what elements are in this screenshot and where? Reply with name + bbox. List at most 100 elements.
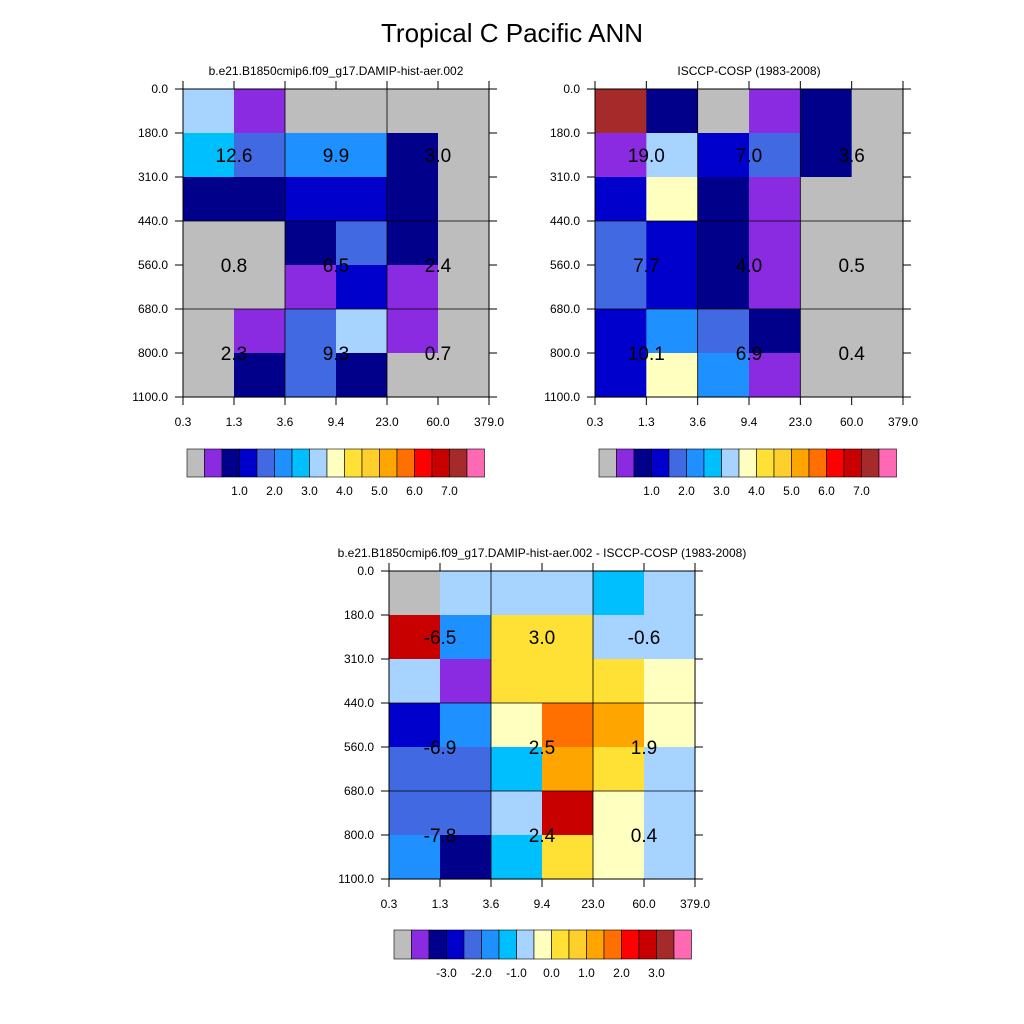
colorbar-swatch: [379, 448, 398, 478]
colorbar-swatch: [808, 448, 827, 478]
heatmap-cell: [851, 221, 904, 266]
box-value-label: 2.3: [221, 344, 247, 365]
heatmap-cell: [336, 177, 388, 222]
y-tick-label: 0.0: [151, 82, 168, 96]
heatmap-cell: [234, 265, 286, 310]
heatmap-cell: [542, 703, 594, 748]
heatmap-cell: [697, 133, 750, 178]
heatmap-cell: [800, 177, 853, 222]
heatmap-cell: [749, 309, 801, 354]
heatmap-cell: [440, 703, 492, 748]
heatmap-cell: [595, 309, 647, 354]
colorbar-swatch: [498, 929, 517, 960]
heatmap-cell: [183, 265, 235, 310]
heatmap-cell: [644, 571, 696, 616]
heatmap-cell: [644, 703, 696, 748]
box-value-label: -6.9: [424, 738, 457, 759]
heatmap-cell: [285, 89, 337, 134]
heatmap-cell: [697, 265, 750, 310]
y-tick-label: 800.0: [344, 828, 374, 842]
colorbar-label: 7.0: [441, 484, 458, 498]
box-value-label: 7.0: [736, 146, 762, 167]
heatmap-cell: [438, 89, 490, 134]
heatmap-cell: [851, 89, 904, 134]
colorbar-label: 5.0: [371, 484, 388, 498]
heatmap-cell: [593, 835, 645, 880]
heatmap-cell: [438, 221, 490, 266]
heatmap-cell: [440, 747, 492, 792]
colorbar-swatch: [239, 448, 258, 478]
colorbar-swatch: [598, 448, 617, 478]
box-value-label: 7.7: [633, 256, 659, 277]
heatmap-cell: [387, 89, 439, 134]
box-value-label: 2.4: [529, 826, 556, 847]
heatmap-cell: [593, 571, 645, 616]
colorbar-swatch: [221, 448, 240, 478]
heatmap-cell: [749, 89, 801, 134]
heatmap-cell: [285, 133, 337, 178]
colorbar-swatch: [291, 448, 310, 478]
x-tick-label: 9.4: [534, 897, 551, 911]
heatmap-cell: [646, 177, 699, 222]
x-tick-label: 379.0: [474, 415, 504, 429]
heatmap-cell: [646, 89, 699, 134]
x-tick-label: 1.3: [638, 415, 655, 429]
colorbar-swatch: [668, 448, 687, 478]
box-value-label: -6.5: [424, 628, 457, 649]
x-tick-label: 0.3: [175, 415, 192, 429]
heatmap-cell: [749, 221, 801, 266]
box-value-label: 2.5: [529, 738, 555, 759]
colorbar-label: 3.0: [648, 966, 665, 980]
colorbar-swatch: [256, 448, 275, 478]
heatmap-cell: [851, 133, 904, 178]
y-tick-label: 800.0: [550, 346, 580, 360]
colorbar-label: 4.0: [748, 484, 765, 498]
colorbar-swatch: [411, 929, 430, 960]
y-tick-label: 1100.0: [544, 390, 580, 404]
y-tick-label: 1100.0: [338, 872, 374, 886]
heatmap-cell: [438, 265, 490, 310]
heatmap-cell: [234, 309, 286, 354]
heatmap-cell: [389, 747, 441, 792]
box-value-label: 0.8: [221, 256, 247, 277]
heatmap-cell: [285, 177, 337, 222]
box-value-label: -7.8: [424, 826, 457, 847]
heatmap-cell: [749, 133, 801, 178]
box-value-label: 19.0: [628, 146, 665, 167]
y-tick-label: 180.0: [344, 608, 374, 622]
heatmap-cell: [800, 89, 853, 134]
heatmap-cell: [542, 571, 594, 616]
y-tick-label: 310.0: [550, 170, 580, 184]
y-tick-label: 680.0: [138, 302, 168, 316]
colorbar-swatch: [586, 929, 605, 960]
colorbar-label: 5.0: [783, 484, 800, 498]
colorbar-swatch: [344, 448, 363, 478]
heatmap-cell: [593, 703, 645, 748]
panel-title: b.e21.B1850cmip6.f09_g17.DAMIP-hist-aer.…: [338, 546, 747, 560]
box-value-label: 6.5: [323, 256, 349, 277]
heatmap-cell: [491, 659, 543, 704]
box-value-label: 3.0: [425, 146, 451, 167]
x-tick-label: 379.0: [680, 897, 710, 911]
colorbar-label: 1.0: [643, 484, 660, 498]
y-tick-label: 680.0: [344, 784, 374, 798]
box-value-label: 2.4: [425, 256, 452, 277]
heatmap-cell: [542, 791, 594, 836]
panel-title: ISCCP-COSP (1983-2008): [677, 64, 820, 78]
x-tick-label: 1.3: [226, 415, 243, 429]
colorbar-swatch: [186, 448, 205, 478]
box-value-label: 9.3: [323, 344, 349, 365]
panel-model: b.e21.B1850cmip6.f09_g17.DAMIP-hist-aer.…: [132, 64, 504, 498]
colorbar-swatch: [463, 929, 482, 960]
heatmap-cell: [234, 177, 286, 222]
colorbar-swatch: [621, 929, 640, 960]
colorbar-swatch: [843, 448, 862, 478]
y-tick-label: 310.0: [138, 170, 168, 184]
heatmap-cell: [595, 133, 647, 178]
heatmap-cell: [595, 353, 647, 398]
heatmap-cell: [749, 177, 801, 222]
heatmap-cell: [644, 747, 696, 792]
heatmap-cell: [336, 133, 388, 178]
colorbar-swatch: [533, 929, 552, 960]
heatmap-cell: [800, 353, 853, 398]
